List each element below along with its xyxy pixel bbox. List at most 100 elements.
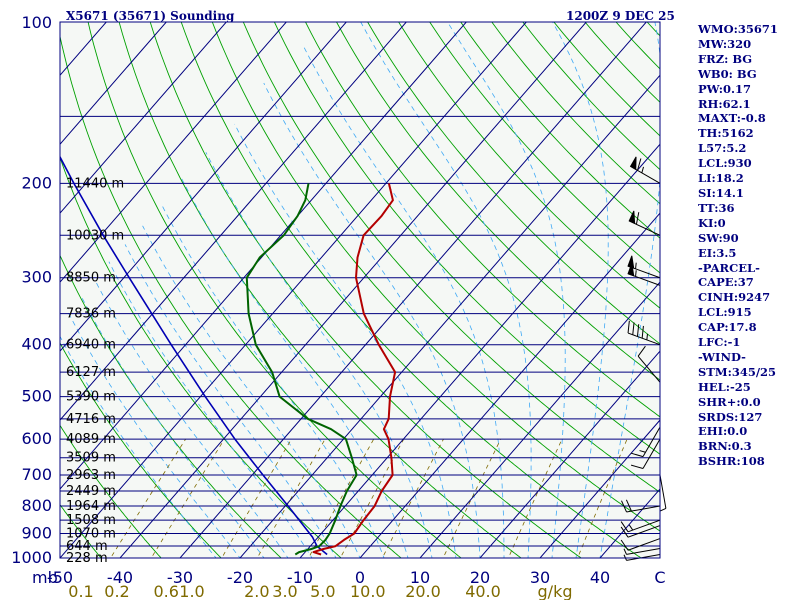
barb-staff <box>637 355 661 383</box>
moist-adiabat <box>360 22 532 558</box>
height-label: 1964 m <box>66 499 116 514</box>
pressure-tick-label: 200 <box>21 173 52 192</box>
moist-adiabat <box>95 281 289 558</box>
mixing-ratio-label: 0.2 <box>104 582 129 600</box>
index-item: SHR+:0.0 <box>698 394 761 409</box>
index-item: SI:14.1 <box>698 185 744 200</box>
barb-staff <box>626 553 661 561</box>
height-label: 3509 m <box>66 451 116 466</box>
height-label: 5390 m <box>66 390 116 405</box>
moist-adiabat <box>180 177 409 558</box>
temperature-tick-label: -20 <box>227 568 253 587</box>
barb-flag <box>636 324 640 337</box>
wind-barb <box>659 474 667 512</box>
index-item: BRN:0.3 <box>698 439 752 454</box>
dry-adiabat <box>60 34 402 558</box>
barb-staff <box>659 474 667 509</box>
index-item: WB0: BG <box>698 66 757 81</box>
isotherm <box>299 143 660 558</box>
moist-adiabat <box>124 244 337 558</box>
index-item: STM:345/25 <box>698 364 777 379</box>
index-item: LCL:930 <box>698 156 752 171</box>
moist-adiabat <box>552 22 609 558</box>
barb-flag <box>621 500 627 513</box>
index-item: FRZ: BG <box>698 51 753 66</box>
pressure-tick-label: 400 <box>21 335 52 354</box>
pressure-tick-label: 900 <box>21 523 52 542</box>
dry-adiabat <box>118 22 522 558</box>
mixing-ratio-label: 40.0 <box>465 582 501 600</box>
barb-half-flag <box>641 166 644 173</box>
index-item: EI:3.5 <box>698 245 737 260</box>
parcel-trace <box>60 155 328 556</box>
index-item: TT:36 <box>698 200 735 215</box>
wind-barb <box>620 525 661 538</box>
barb-half-flag <box>623 548 627 555</box>
index-item: LI:18.2 <box>698 171 744 186</box>
barb-half-flag <box>635 262 637 269</box>
height-label: 4089 m <box>66 432 116 447</box>
dry-adiabat <box>335 22 660 381</box>
wind-barb <box>627 320 661 346</box>
index-item: CINH:9247 <box>698 290 771 305</box>
moist-adiabat <box>234 123 457 558</box>
index-item: L57:5.2 <box>698 141 747 156</box>
indices-panel: WMO:35671 MW:320 FRZ: BG WB0: BG PW:0.17 RH:6… <box>698 22 798 469</box>
barb-flag <box>635 212 640 225</box>
wind-barb <box>630 426 661 458</box>
height-label: 228 m <box>66 551 108 566</box>
moist-adiabat <box>60 335 217 558</box>
mixing-ratio-line <box>381 438 444 558</box>
mixing-ratio-line <box>507 438 563 558</box>
temperature-tick-label: C <box>654 568 665 587</box>
isotherm <box>60 22 167 145</box>
pressure-tick-label: 1000 <box>11 548 52 567</box>
dry-adiabat <box>180 22 642 558</box>
pressure-tick-label: 500 <box>21 387 52 406</box>
wind-barb <box>637 345 661 383</box>
height-label: 11440 m <box>66 176 124 191</box>
index-item: HEL:-25 <box>698 379 751 394</box>
index-item: LFC:-1 <box>698 335 741 350</box>
barb-half-flag <box>660 507 667 512</box>
mixing-ratio-label: 5.0 <box>310 582 335 600</box>
index-item: SRDS:127 <box>698 409 763 424</box>
temperature-trace <box>312 183 397 556</box>
isotherm <box>60 22 287 283</box>
dry-adiabat <box>367 22 660 345</box>
isotherm <box>539 419 660 558</box>
index-item: TH:5162 <box>698 126 754 141</box>
dry-adiabat <box>398 22 660 309</box>
wind-barb <box>627 263 661 286</box>
mixing-ratio-label: 20.0 <box>405 582 441 600</box>
index-item: BSHR:108 <box>698 454 765 469</box>
wind-barb <box>621 499 661 513</box>
isotherm <box>239 74 660 558</box>
pressure-tick-label: 300 <box>21 268 52 287</box>
barb-flag <box>627 320 630 334</box>
barb-half-flag <box>646 333 648 340</box>
isotherm <box>119 22 587 558</box>
index-item: -WIND- <box>698 349 746 364</box>
mixing-ratio-label: g/kg <box>538 582 573 600</box>
temperature-tick-label: -50 <box>47 568 73 587</box>
isotherm <box>60 22 227 214</box>
mixing-ratio-label: 0.6 <box>153 582 178 600</box>
isotherm <box>179 22 647 558</box>
barb-staff <box>627 332 661 346</box>
barb-flag <box>637 158 642 171</box>
moist-adiabat <box>205 152 433 558</box>
isotherm <box>479 350 660 558</box>
barb-flag <box>637 345 646 357</box>
dry-adiabat <box>149 22 582 558</box>
moist-adiabat <box>161 205 385 558</box>
index-item: WMO:35671 <box>698 22 778 36</box>
barb-half-flag <box>639 450 646 453</box>
mixing-ratio-label: 1.0 <box>179 582 204 600</box>
isotherm <box>60 22 527 558</box>
moist-adiabat <box>447 22 566 558</box>
temperature-tick-label: 40 <box>590 568 610 587</box>
temperature-tick-label: -30 <box>167 568 193 587</box>
